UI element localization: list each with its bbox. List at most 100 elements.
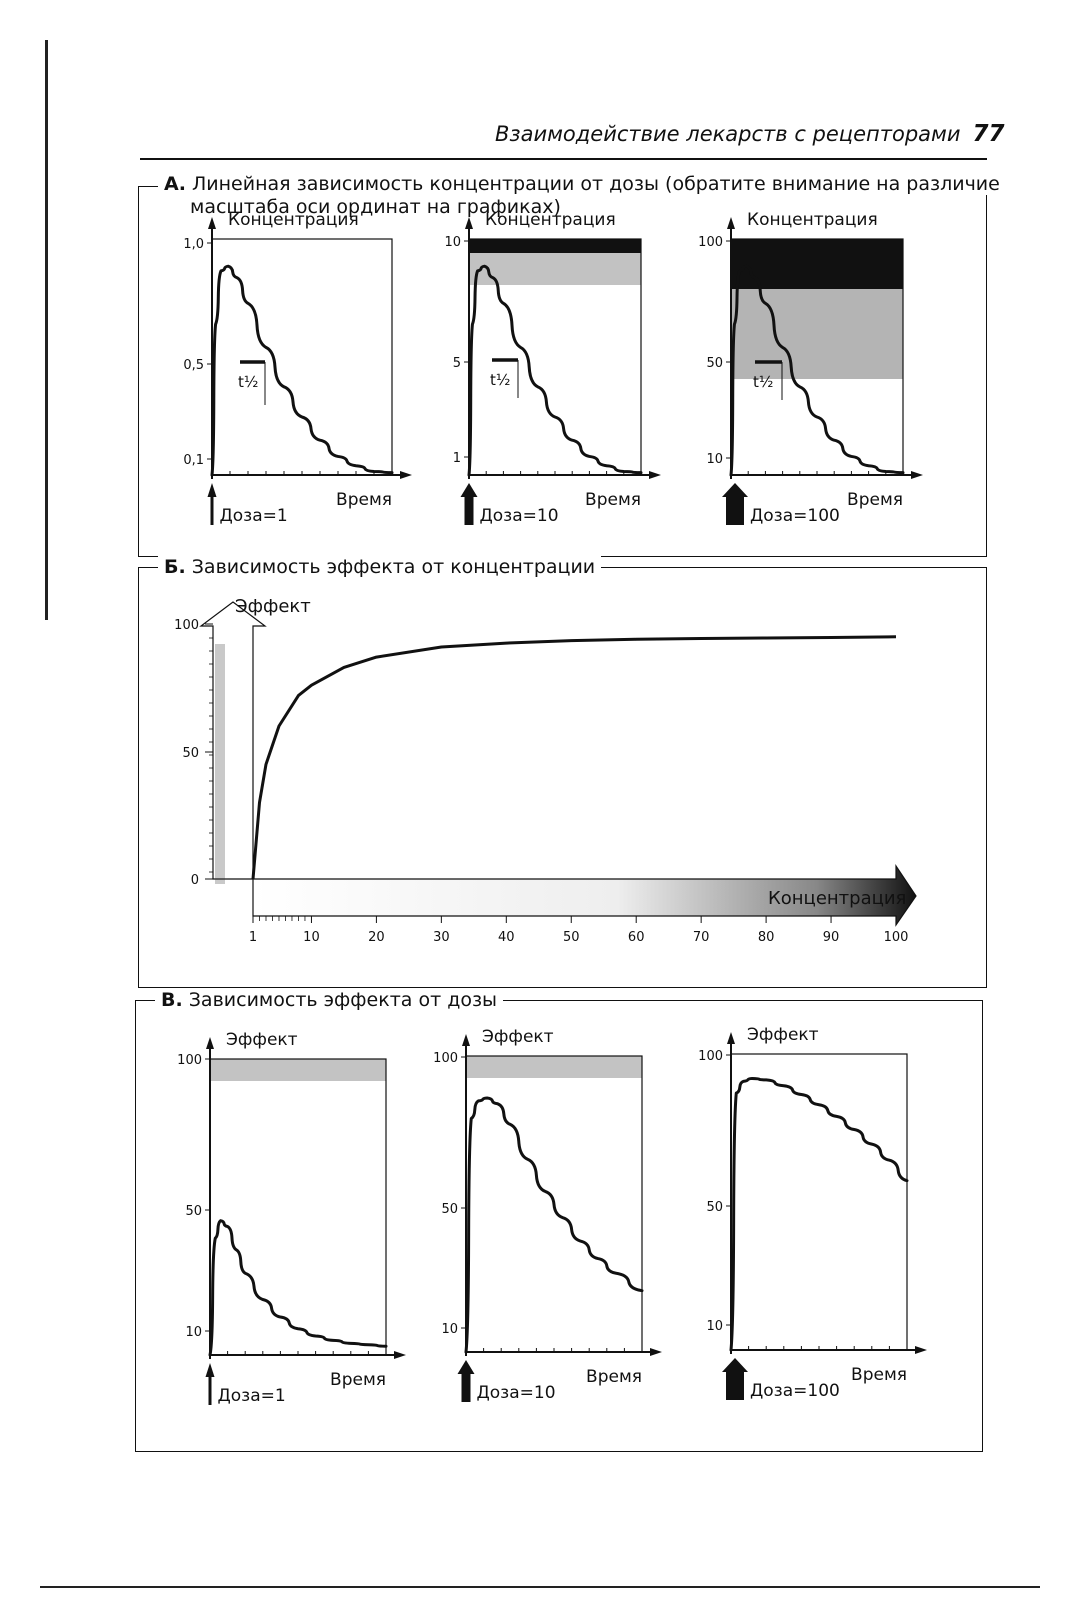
- x-axis-label: Время: [847, 490, 903, 510]
- x-tick-label: 20: [368, 930, 385, 945]
- x-axis-arrowhead: [394, 1351, 406, 1359]
- plot-grain-band: [466, 1056, 642, 1078]
- x-axis-label: Время: [330, 1370, 386, 1390]
- y-tick-label: 50: [182, 746, 199, 761]
- section-a-title-line1: Линейная зависимость концентрации от доз…: [191, 173, 1000, 195]
- dose-arrow-shaft: [461, 1372, 471, 1402]
- series-line: [208, 1219, 388, 1357]
- x-axis-arrowhead: [649, 471, 661, 479]
- x-tick-label: 90: [823, 930, 840, 945]
- dose-arrow-shaft: [726, 1370, 744, 1400]
- y-tick-label: 100: [433, 1051, 458, 1066]
- y-tick-label: 0,5: [183, 358, 204, 373]
- y-tick-label: 50: [441, 1202, 458, 1217]
- plot-grain-band: [731, 289, 903, 379]
- section-v-title-text: Зависимость эффекта от дозы: [188, 989, 498, 1011]
- dose-label: Доза=1: [218, 1386, 286, 1406]
- x-tick-label: 50: [563, 930, 580, 945]
- plot-top-band: [731, 239, 903, 289]
- x-axis-arrowhead: [400, 471, 412, 479]
- x-tick-label: 40: [498, 930, 515, 945]
- y-axis-label: Эффект: [482, 1027, 554, 1047]
- dose-label: Доза=100: [750, 506, 840, 526]
- y-tick-label: 10: [706, 452, 723, 467]
- y-tick-label: 100: [698, 235, 723, 250]
- y-tick-label: 0: [191, 873, 199, 888]
- series-line: [729, 264, 905, 477]
- section-v-title: В. Зависимость эффекта от дозы: [155, 989, 504, 1011]
- y-tick-label: 100: [698, 1049, 723, 1064]
- plot-grain-band: [210, 1059, 386, 1081]
- dose-arrow-head: [207, 483, 217, 497]
- section-a-letter: А.: [164, 173, 186, 195]
- half-life-label: t½: [238, 373, 258, 391]
- x-tick-label: 70: [693, 930, 710, 945]
- concentration-axis-arrow: [252, 864, 917, 927]
- y-tick-label: 10: [441, 1322, 458, 1337]
- section-v-frame: [135, 1000, 983, 1452]
- y-axis-arrowhead: [206, 1037, 214, 1049]
- dose-label: Доза=10: [477, 1383, 556, 1403]
- dose-arrow-head: [460, 483, 478, 497]
- page-number: 77: [972, 121, 1005, 147]
- y-axis-label: Эффект: [747, 1025, 819, 1045]
- dose-arrow-head: [457, 1360, 475, 1374]
- y-tick-label: 50: [706, 356, 723, 371]
- series-line: [467, 264, 643, 477]
- y-tick-label: 10: [185, 1325, 202, 1340]
- x-axis-label: Концентрация: [768, 888, 906, 909]
- y-axis-label: Концентрация: [228, 210, 359, 230]
- x-tick-label: 10: [303, 930, 320, 945]
- bottom-rule: [40, 1586, 1040, 1588]
- x-tick-label: 100: [884, 930, 909, 945]
- x-axis-arrowhead: [650, 1348, 662, 1356]
- section-b-title: Б. Зависимость эффекта от концентрации: [158, 556, 602, 578]
- x-axis-arrowhead: [911, 471, 923, 479]
- section-a-title-line2: масштаба оси ординат на графиках): [190, 196, 561, 218]
- series-line: [251, 635, 897, 880]
- y-tick-label: 50: [706, 1200, 723, 1215]
- y-tick-label: 1: [453, 451, 461, 466]
- y-tick-label: 100: [177, 1053, 202, 1068]
- x-axis-arrowhead: [915, 1346, 927, 1354]
- section-b-letter: Б.: [164, 556, 186, 578]
- dose-arrow-head: [722, 483, 748, 497]
- y-axis-label: Концентрация: [485, 210, 616, 230]
- y-axis-label: Эффект: [226, 1030, 298, 1050]
- y-tick-label: 10: [444, 235, 461, 250]
- x-tick-label: 30: [433, 930, 450, 945]
- y-axis-arrowhead: [462, 1034, 470, 1046]
- left-binding-line: [45, 40, 48, 620]
- y-axis-arrowhead: [208, 217, 216, 229]
- y-tick-label: 100: [174, 618, 199, 633]
- y-tick-label: 10: [706, 1319, 723, 1334]
- plot-grain-band: [469, 253, 641, 285]
- dose-arrow-head: [722, 1358, 748, 1372]
- dose-arrow-shaft: [726, 495, 744, 525]
- plot-frame: [730, 1053, 908, 1351]
- y-tick-label: 5: [453, 356, 461, 371]
- series-line: [729, 1076, 909, 1352]
- y-tick-label: 50: [185, 1204, 202, 1219]
- half-life-label: t½: [490, 371, 510, 389]
- effect-arrow-grain: [215, 644, 225, 884]
- y-tick-label: 1,0: [183, 237, 204, 252]
- running-title: Взаимодействие лекарств с рецепторами: [495, 122, 961, 146]
- dose-label: Доза=1: [220, 506, 288, 526]
- dose-arrow-shaft: [464, 495, 474, 525]
- series-line: [210, 264, 394, 477]
- x-axis-label: Время: [586, 1367, 642, 1387]
- x-tick-label: 1: [249, 930, 257, 945]
- dose-arrow-shaft: [210, 495, 214, 525]
- section-a-title-line2-box: масштаба оси ординат на графиках): [184, 196, 567, 218]
- y-tick-label: 0,1: [183, 453, 204, 468]
- header-rule: [140, 158, 987, 160]
- dose-label: Доза=10: [480, 506, 559, 526]
